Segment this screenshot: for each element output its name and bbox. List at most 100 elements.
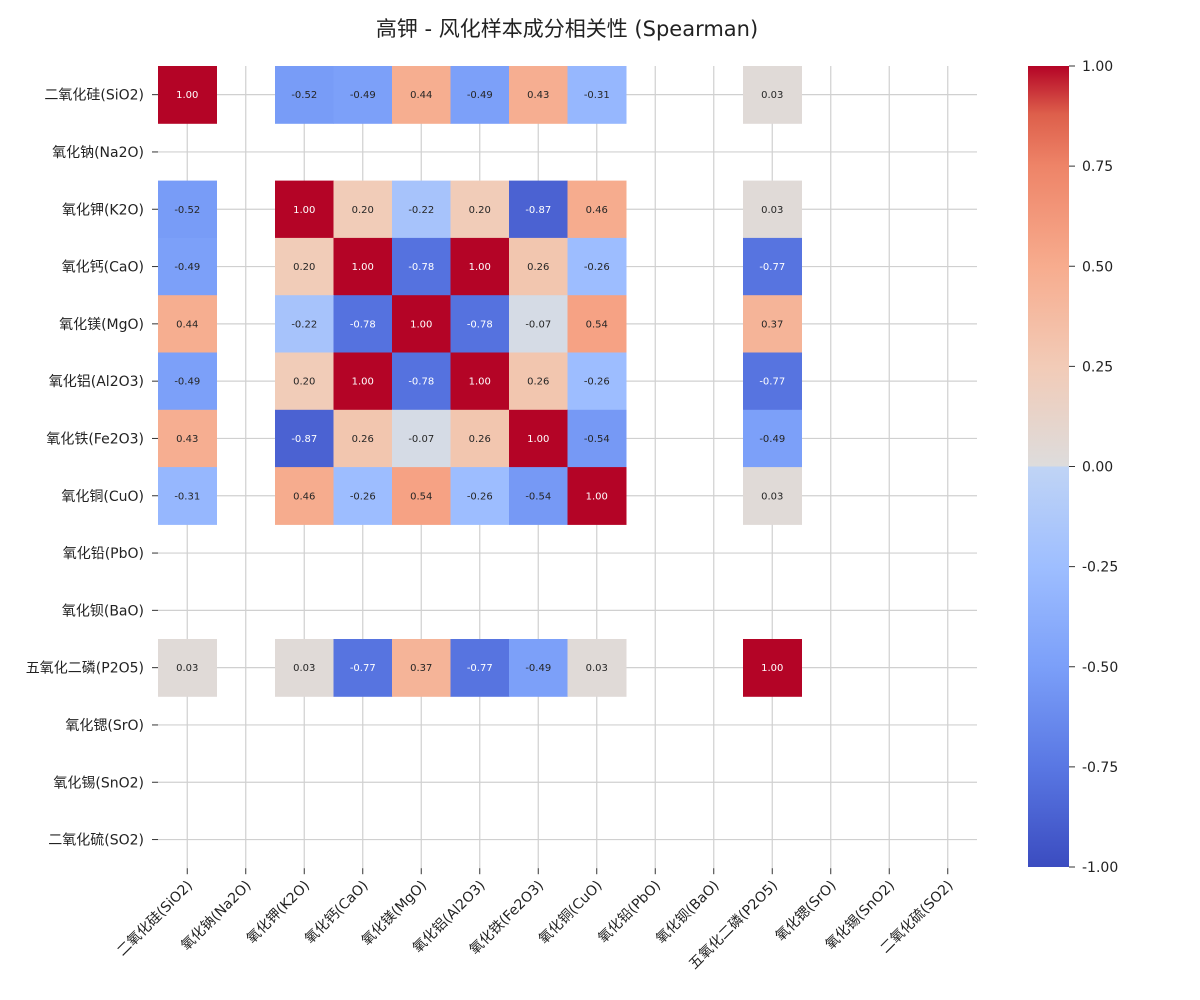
cell-value-label: 0.26 [469, 434, 491, 445]
heatmap-cell [509, 295, 568, 353]
heatmap-cell [158, 467, 217, 525]
heatmap-cell [333, 295, 393, 353]
cell-value-label: 0.26 [527, 262, 549, 273]
cell-value-label: 0.20 [469, 205, 491, 216]
cell-value-label: 1.00 [586, 491, 608, 502]
heatmap-cell [392, 409, 451, 468]
heatmap-cell [450, 352, 510, 411]
row-label: 二氧化硫(SO2) [48, 833, 144, 849]
heatmap-cell [743, 295, 802, 353]
row-label: 氧化锶(SrO) [65, 718, 144, 734]
cell-value-label: 1.00 [352, 377, 374, 388]
colorbar-gradient [1028, 66, 1069, 867]
cell-value-label: -0.22 [291, 319, 317, 330]
heatmap-cell [743, 639, 802, 697]
cell-value-label: -0.49 [759, 434, 785, 445]
heatmap-cell [450, 467, 510, 525]
heatmap-cell [333, 237, 393, 296]
row-label: 五氧化二磷(P2O5) [26, 661, 144, 677]
heatmap-cell [158, 295, 217, 353]
cell-value-label: -0.87 [291, 434, 317, 445]
cell-value-label: 0.54 [586, 319, 608, 330]
heatmap-cell [509, 352, 568, 411]
cell-value-label: 0.20 [352, 205, 374, 216]
cell-value-label: 1.00 [469, 262, 491, 273]
cell-value-label: -0.49 [525, 663, 551, 674]
row-label: 氧化锡(SnO2) [53, 775, 144, 791]
cell-value-label: -0.07 [525, 319, 551, 330]
row-label: 氧化钾(K2O) [62, 202, 144, 218]
heatmap-cell [509, 237, 568, 296]
heatmap-cell [392, 639, 451, 697]
cell-value-label: 0.03 [176, 663, 198, 674]
heatmap-cell [392, 66, 451, 124]
row-label: 氧化钡(BaO) [62, 603, 144, 619]
heatmap-cell [743, 180, 802, 239]
heatmap-cell [333, 66, 393, 124]
heatmap-cell [275, 467, 334, 525]
colorbar: 1.00 0.75 0.50 0.25 0.00 -0.25 -0.50 -0.75 -1.00 [1028, 59, 1118, 876]
chart-title: 高钾 - 风化样本成分相关性 (Spearman) [376, 17, 758, 41]
heatmap-cell [158, 180, 217, 239]
heatmap-cell [275, 352, 334, 411]
column-labels: 二氧化硅(SiO2)氧化钠(Na2O)氧化钾(K2O)氧化钙(CaO)氧化镁(M… [114, 868, 957, 973]
heatmap-cell [333, 352, 393, 411]
heatmap-cells: 1.00 -0.52 -0.49 0.44 -0.49 0.43 -0.31 0.03 -0.5… [158, 66, 802, 697]
cell-value-label: -0.78 [350, 319, 376, 330]
heatmap-cell [158, 352, 217, 411]
cell-value-label: 1.00 [410, 319, 432, 330]
cell-value-label: -0.26 [584, 377, 610, 388]
heatmap-cell [450, 639, 510, 697]
row-label: 氧化钙(CaO) [62, 260, 144, 276]
colorbar-tick-label: 0.00 [1082, 460, 1113, 476]
heatmap-cell [392, 237, 451, 296]
heatmap-cell [450, 237, 510, 296]
heatmap-cell [450, 180, 510, 239]
cell-value-label: 0.20 [293, 377, 315, 388]
cell-value-label: -0.49 [350, 90, 376, 101]
cell-value-label: 0.26 [352, 434, 374, 445]
heatmap-cell [509, 409, 568, 468]
cell-value-label: 0.03 [761, 205, 783, 216]
row-label: 氧化铅(PbO) [63, 546, 144, 562]
cell-value-label: -0.78 [467, 319, 493, 330]
heatmap-cell [158, 639, 217, 697]
cell-value-label: 0.03 [761, 491, 783, 502]
heatmap-cell [158, 409, 217, 468]
heatmap-cell [743, 352, 802, 411]
colorbar-tick-label: 0.50 [1082, 259, 1113, 275]
cell-value-label: 0.26 [527, 377, 549, 388]
cell-value-label: 1.00 [527, 434, 549, 445]
row-label: 氧化铁(Fe2O3) [46, 431, 144, 447]
cell-value-label: 0.46 [293, 491, 315, 502]
cell-value-label: 0.03 [586, 663, 608, 674]
cell-value-label: -0.54 [584, 434, 610, 445]
cell-value-label: -0.49 [174, 262, 200, 273]
cell-value-label: 1.00 [176, 90, 198, 101]
cell-value-label: 0.37 [410, 663, 432, 674]
cell-value-label: -0.49 [467, 90, 493, 101]
row-label: 氧化铝(Al2O3) [49, 374, 144, 390]
row-labels: 二氧化硅(SiO2) 氧化钠(Na2O) 氧化钾(K2O) 氧化钙(CaO) 氧化镁(M… [26, 88, 158, 849]
cell-value-label: -0.54 [525, 491, 551, 502]
cell-value-label: 0.46 [586, 205, 608, 216]
cell-value-label: 0.44 [410, 90, 432, 101]
heatmap-cell [509, 467, 568, 525]
heatmap-cell [275, 66, 334, 124]
cell-value-label: -0.31 [584, 90, 610, 101]
heatmap-cell [509, 66, 568, 124]
cell-value-label: 1.00 [293, 205, 315, 216]
heatmap-cell [509, 639, 568, 697]
heatmap-cell [567, 467, 627, 525]
heatmap-cell [158, 66, 217, 124]
colorbar-tick-label: 1.00 [1082, 59, 1113, 75]
cell-value-label: 0.03 [293, 663, 315, 674]
cell-value-label: 1.00 [469, 377, 491, 388]
heatmap-cell [275, 180, 334, 239]
heatmap-cell [392, 467, 451, 525]
cell-value-label: 0.37 [761, 319, 783, 330]
heatmap-cell [392, 295, 451, 353]
colorbar-tick-label: -0.50 [1082, 660, 1118, 676]
cell-value-label: 0.20 [293, 262, 315, 273]
cell-value-label: -0.52 [174, 205, 200, 216]
